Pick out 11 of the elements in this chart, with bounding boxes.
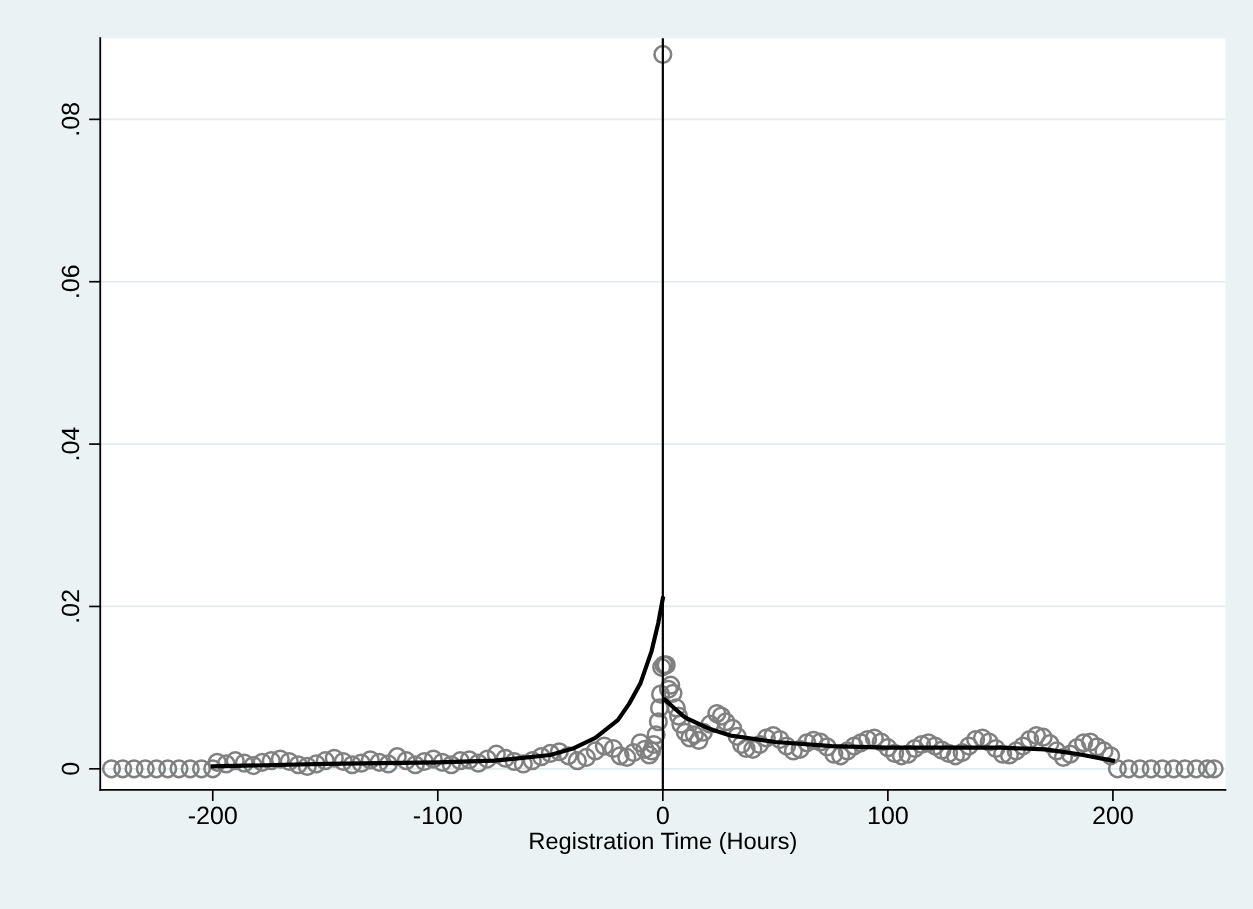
x-tick-label: 0	[656, 806, 669, 825]
x-tick-label: 200	[1093, 806, 1133, 825]
y-tick-label: .02	[61, 590, 80, 622]
x-tick-label: 100	[868, 806, 908, 825]
x-tick-label: -100	[413, 806, 462, 825]
x-axis-title: Registration Time (Hours)	[530, 831, 796, 854]
y-tick-label: .08	[61, 103, 80, 135]
y-tick-label: .06	[61, 265, 80, 297]
x-tick-label: -200	[188, 806, 237, 825]
y-tick-label: .04	[61, 427, 80, 460]
y-tick-label: 0	[61, 762, 80, 775]
